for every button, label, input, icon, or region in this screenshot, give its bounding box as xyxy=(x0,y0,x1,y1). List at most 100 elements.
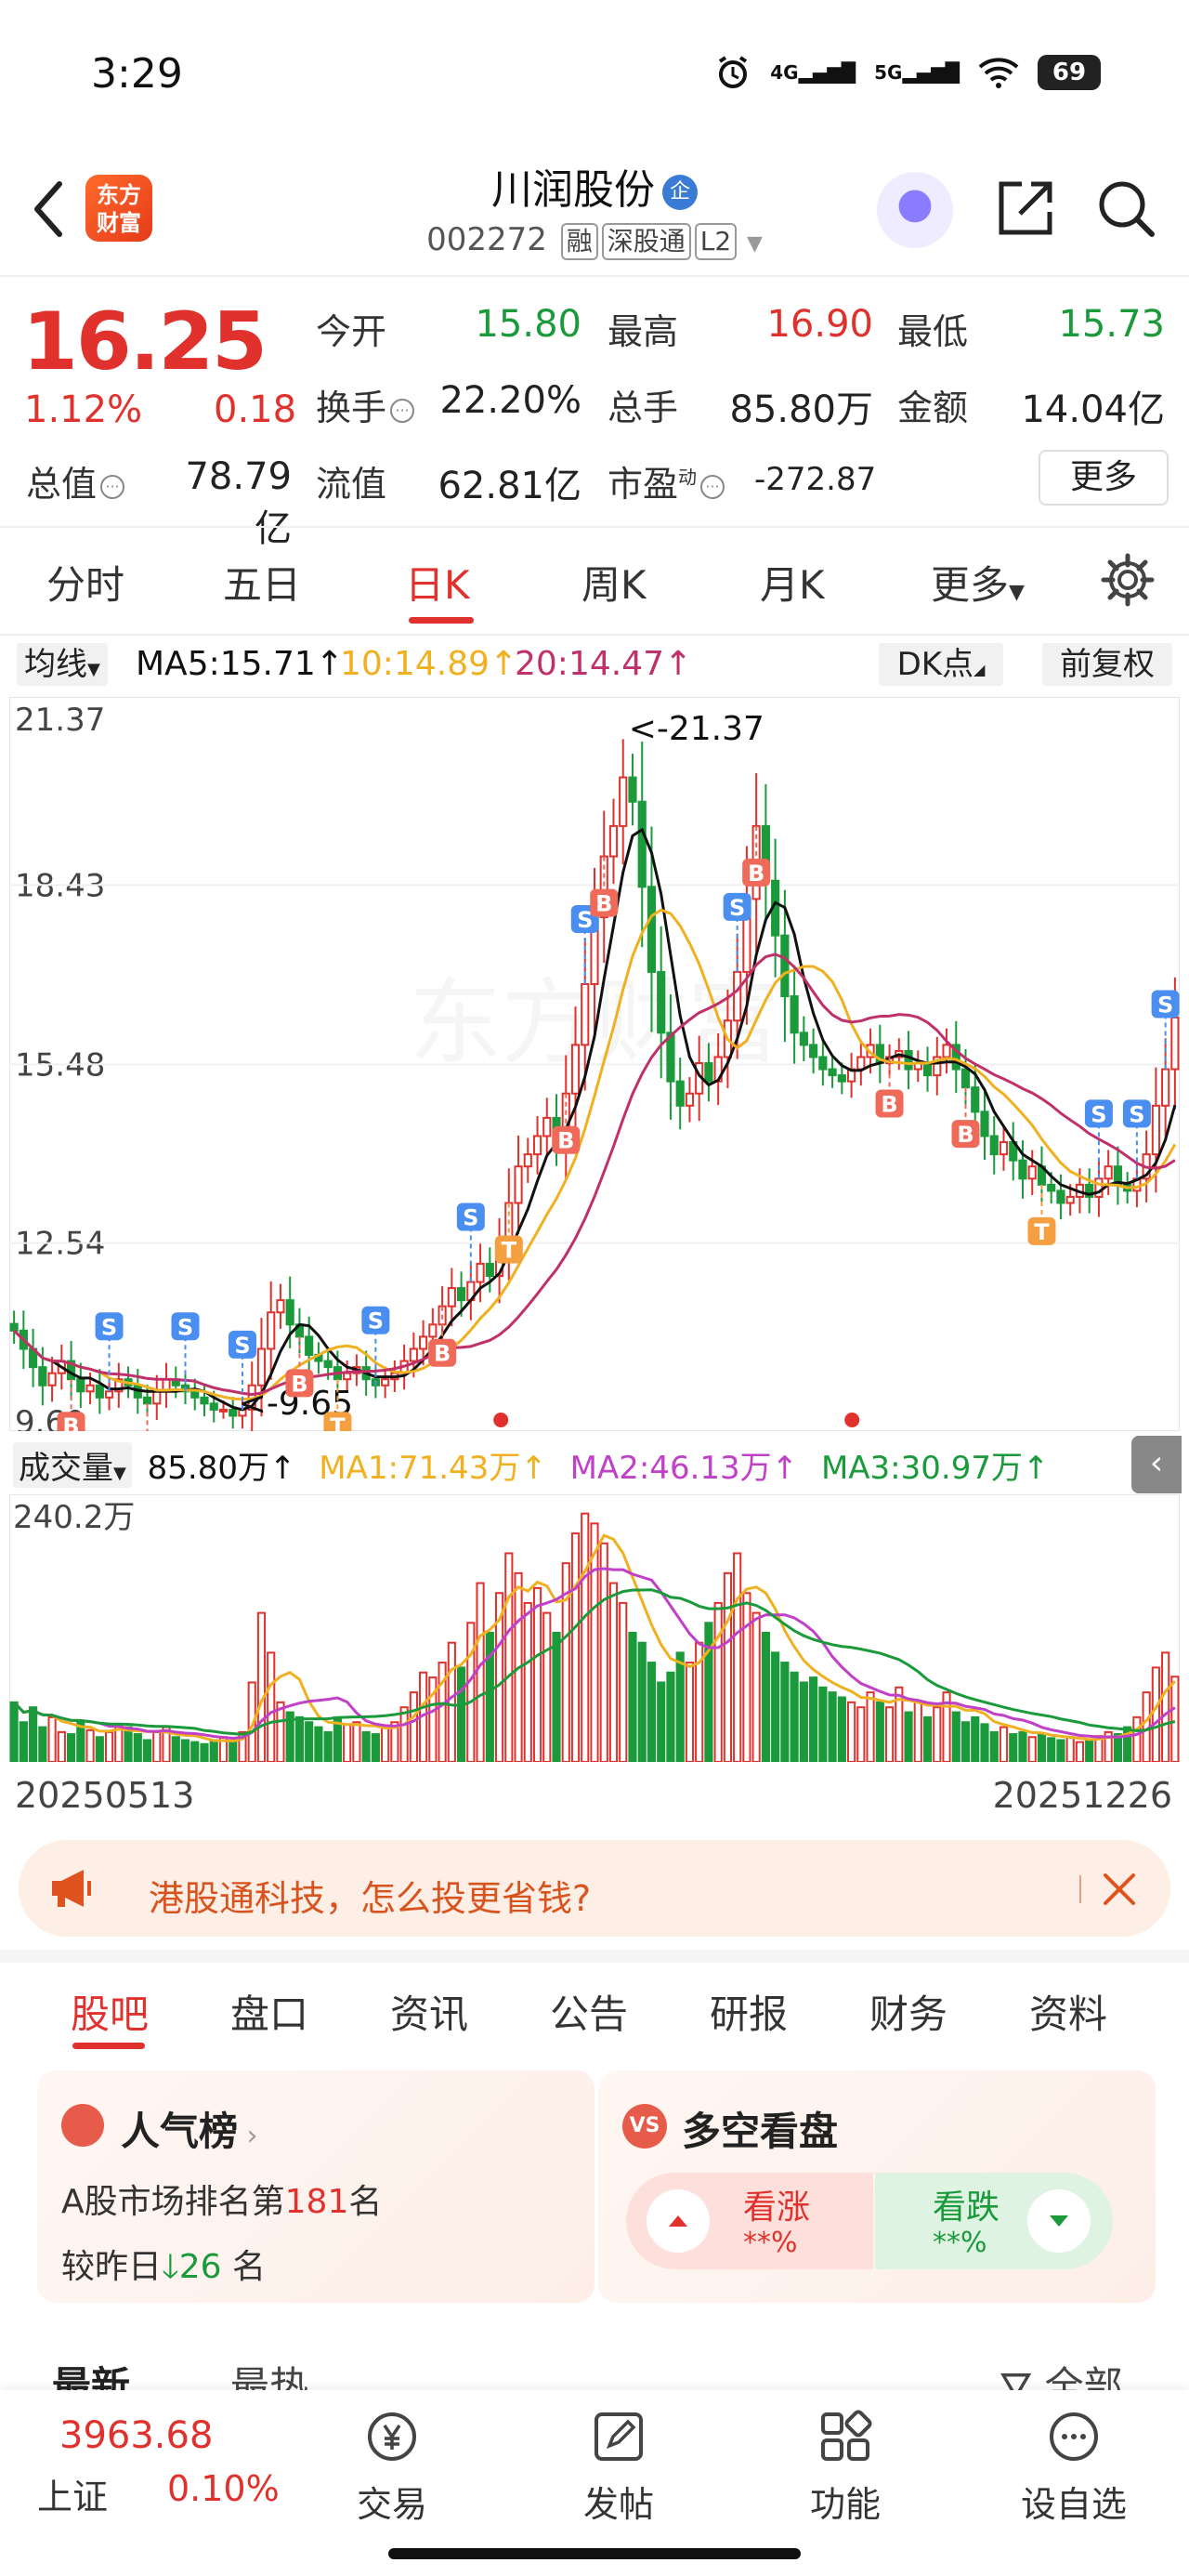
tab-weekly-k[interactable]: 周K xyxy=(581,562,647,608)
trade-marker-label: B xyxy=(748,861,764,887)
trade-marker[interactable] xyxy=(95,1312,124,1341)
nav-post[interactable]: 发帖 xyxy=(554,2407,684,2527)
candle xyxy=(1094,1177,1104,1198)
trade-marker[interactable] xyxy=(552,1125,581,1154)
collapse-panel-button[interactable]: ‹ xyxy=(1131,1436,1182,1493)
stock-name: 川润股份企 xyxy=(0,156,1189,216)
trade-marker[interactable] xyxy=(1027,1216,1056,1245)
tab-five-day[interactable]: 五日 xyxy=(223,562,302,608)
back-arrow-icon[interactable] xyxy=(26,177,72,242)
volume-bar xyxy=(1075,1741,1085,1762)
volume-bar xyxy=(200,1742,209,1762)
tab-announcements[interactable]: 公告 xyxy=(550,1991,629,2037)
ma5-value: MA5:15.71↑ xyxy=(136,645,344,683)
stock-code-row[interactable]: 002272 融深股通 L2 ▼ xyxy=(0,221,1189,260)
candle xyxy=(922,1062,933,1077)
tab-more[interactable]: 更多▼ xyxy=(931,562,1025,608)
trade-marker[interactable] xyxy=(723,892,751,921)
event-dot[interactable] xyxy=(493,1413,509,1427)
volume-bar xyxy=(124,1726,133,1762)
candle xyxy=(267,1311,276,1350)
mktcap-label[interactable]: 总值 ··· xyxy=(26,455,125,506)
tab-finance[interactable]: 财务 xyxy=(869,1991,948,2037)
trade-marker[interactable] xyxy=(428,1338,457,1367)
volume-bar xyxy=(1132,1715,1142,1762)
tab-monthly-k[interactable]: 月K xyxy=(760,562,825,608)
ad-banner[interactable] xyxy=(19,1840,1170,1937)
candle xyxy=(960,1068,971,1089)
grid-icon xyxy=(821,2410,872,2461)
tab-intraday[interactable]: 分时 xyxy=(46,562,125,608)
date-start: 20250513 xyxy=(15,1775,195,1816)
triangle-up-icon xyxy=(669,2215,687,2227)
adjust-button[interactable]: 前复权 xyxy=(1042,643,1172,686)
volume-selector[interactable]: 成交量▼ xyxy=(13,1442,132,1488)
trade-marker[interactable] xyxy=(742,858,771,887)
ad-text[interactable]: 港股通科技，怎么投更省钱? xyxy=(149,1878,592,1919)
trade-marker[interactable] xyxy=(361,1306,390,1334)
volume-bar xyxy=(799,1681,808,1762)
trade-marker[interactable] xyxy=(875,1089,904,1118)
trade-marker[interactable] xyxy=(323,1412,352,1431)
volume-bar xyxy=(847,1701,856,1762)
gear-icon[interactable] xyxy=(1100,552,1156,608)
tab-guba[interactable]: 股吧 xyxy=(71,1991,150,2037)
volume-ma1-line xyxy=(13,1533,1176,1743)
volume-ma1: MA1:71.43万↑ xyxy=(319,1450,547,1487)
megaphone-icon xyxy=(52,1870,91,1907)
candle xyxy=(628,776,637,803)
event-dot[interactable] xyxy=(844,1413,860,1427)
tab-profile[interactable]: 资料 xyxy=(1029,1991,1108,2037)
chevron-down-icon: ▼ xyxy=(746,232,763,256)
candlestick-chart[interactable]: 21.3718.4315.4812.549.60东方财富<-21.37<-9.6… xyxy=(9,697,1180,1431)
trade-marker[interactable] xyxy=(1122,1099,1151,1128)
share-icon[interactable] xyxy=(994,177,1057,240)
trade-marker[interactable] xyxy=(590,888,619,917)
pe-label[interactable]: 市盈动 ··· xyxy=(608,455,725,506)
candle xyxy=(799,1032,808,1046)
trade-marker[interactable] xyxy=(228,1330,256,1359)
more-button[interactable]: 更多 xyxy=(1039,450,1169,506)
nav-watchlist[interactable]: 设自选 xyxy=(1009,2407,1139,2527)
tab-news[interactable]: 资讯 xyxy=(390,1991,469,2037)
trade-marker[interactable] xyxy=(171,1312,200,1341)
index-value[interactable]: 3963.68 xyxy=(59,2414,214,2457)
candle xyxy=(523,1153,532,1168)
candle xyxy=(637,800,647,888)
volume-bar xyxy=(104,1730,114,1762)
nav-functions[interactable]: 功能 xyxy=(780,2407,910,2527)
candle xyxy=(856,1056,866,1071)
popularity-card[interactable] xyxy=(37,2070,594,2303)
trade-marker[interactable] xyxy=(1151,990,1180,1019)
trade-marker[interactable] xyxy=(57,1412,85,1431)
trade-marker-label: S xyxy=(1129,1101,1144,1127)
candle xyxy=(542,1116,552,1137)
tab-pankou[interactable]: 盘口 xyxy=(230,1991,309,2037)
tab-daily-k[interactable]: 日K xyxy=(405,562,470,608)
close-icon[interactable] xyxy=(1098,1868,1141,1911)
trade-marker[interactable] xyxy=(1084,1099,1113,1128)
popularity-title[interactable]: 人气榜 › xyxy=(121,2109,258,2154)
more-dots-icon: ··· xyxy=(700,474,725,499)
volume-bar xyxy=(960,1721,971,1762)
trade-marker[interactable] xyxy=(494,1235,523,1264)
active-tab-indicator xyxy=(409,617,474,624)
robot-assistant-icon[interactable] xyxy=(877,172,953,248)
candle xyxy=(685,1092,695,1107)
trade-marker[interactable] xyxy=(456,1203,485,1231)
candle xyxy=(1104,1165,1113,1180)
volume-bar xyxy=(209,1739,218,1762)
candle xyxy=(1027,1165,1037,1180)
tab-research[interactable]: 研报 xyxy=(710,1991,789,2037)
nav-trade[interactable]: 交易 xyxy=(327,2407,457,2527)
index-percent[interactable]: 0.10% xyxy=(167,2468,280,2509)
turnover-label[interactable]: 换手 ··· xyxy=(316,379,415,430)
trade-marker[interactable] xyxy=(285,1369,314,1398)
volume-bar xyxy=(1065,1736,1075,1762)
ma-selector[interactable]: 均线▼ xyxy=(17,643,108,686)
search-icon[interactable] xyxy=(1094,177,1157,240)
index-name[interactable]: 上证 xyxy=(37,2477,109,2517)
candle xyxy=(343,1372,352,1381)
dk-point-button[interactable]: DK点◢ xyxy=(879,643,1003,686)
trade-marker[interactable] xyxy=(951,1120,980,1149)
